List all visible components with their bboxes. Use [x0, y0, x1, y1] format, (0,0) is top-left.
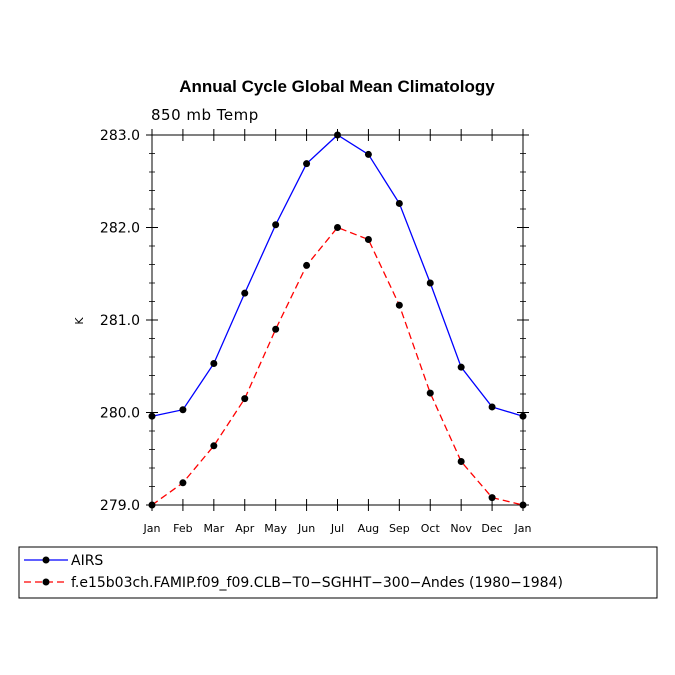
chart-subtitle: 850 mb Temp — [151, 106, 259, 124]
legend-marker-model — [42, 578, 50, 586]
series-line-0 — [151, 134, 524, 417]
data-point-series-0 — [457, 363, 465, 371]
data-point-series-0 — [272, 221, 280, 229]
x-tick-label: Sep — [389, 522, 410, 535]
y-axis-label: K — [73, 317, 86, 325]
legend-box — [18, 546, 658, 599]
data-point-series-1 — [364, 236, 372, 244]
axis-ticks: 279.0 280.0 281.0 282.0 283.0 Jan Feb Mar Apr May… — [100, 128, 532, 535]
x-tick-label: Nov — [450, 522, 472, 535]
y-tick-label: 282.0 — [100, 221, 140, 237]
chart-title: Annual Cycle Global Mean Climatology — [179, 77, 495, 96]
x-tick-label: Jun — [297, 522, 315, 535]
data-point-series-1 — [179, 479, 187, 487]
x-tick-label: May — [264, 522, 287, 535]
data-point-series-1 — [519, 501, 527, 509]
x-tick-label: Feb — [173, 522, 192, 535]
x-tick-label: Aug — [358, 522, 379, 535]
x-tick-label: Oct — [421, 522, 441, 535]
data-point-series-1 — [303, 261, 311, 269]
data-point-series-1 — [395, 301, 403, 309]
data-point-series-0 — [210, 359, 218, 367]
data-point-series-0 — [148, 412, 156, 420]
data-point-series-0 — [303, 160, 311, 168]
y-tick-label: 279.0 — [100, 498, 140, 514]
x-tick-label: Jan — [514, 522, 532, 535]
x-tick-label: Apr — [235, 522, 255, 535]
plot-frame — [151, 134, 524, 506]
data-point-series-0 — [488, 403, 496, 411]
data-point-series-1 — [457, 458, 465, 466]
data-point-series-1 — [148, 501, 156, 509]
x-tick-label: Mar — [203, 522, 224, 535]
legend-label-model: f.e15b03ch.FAMIP.f09_f09.CLB−T0−SGHHT−30… — [71, 575, 563, 591]
data-point-series-0 — [364, 150, 372, 158]
data-point-series-1 — [426, 389, 434, 397]
legend-marker-airs — [42, 556, 50, 564]
data-point-series-0 — [519, 412, 527, 420]
data-point-series-1 — [272, 325, 280, 333]
y-tick-label: 280.0 — [100, 406, 140, 422]
data-point-series-1 — [241, 395, 249, 403]
series-line-1 — [151, 226, 524, 506]
data-point-series-1 — [334, 224, 341, 231]
x-tick-label: Dec — [481, 522, 502, 535]
x-tick-label: Jul — [330, 522, 344, 535]
data-point-series-1 — [210, 442, 218, 450]
legend-label-airs: AIRS — [71, 553, 103, 569]
data-point-series-0 — [395, 199, 403, 207]
x-tick-label: Jan — [143, 522, 161, 535]
data-point-series-0 — [241, 289, 249, 297]
data-point-series-0 — [426, 279, 434, 287]
legend: AIRS f.e15b03ch.FAMIP.f09_f09.CLB−T0−SGH… — [18, 546, 658, 599]
data-point-series-0 — [179, 406, 187, 414]
series-layer — [148, 131, 527, 509]
y-tick-label: 281.0 — [100, 313, 140, 329]
data-point-series-1 — [488, 494, 496, 502]
y-tick-label: 283.0 — [100, 128, 140, 144]
data-point-series-0 — [334, 131, 341, 139]
